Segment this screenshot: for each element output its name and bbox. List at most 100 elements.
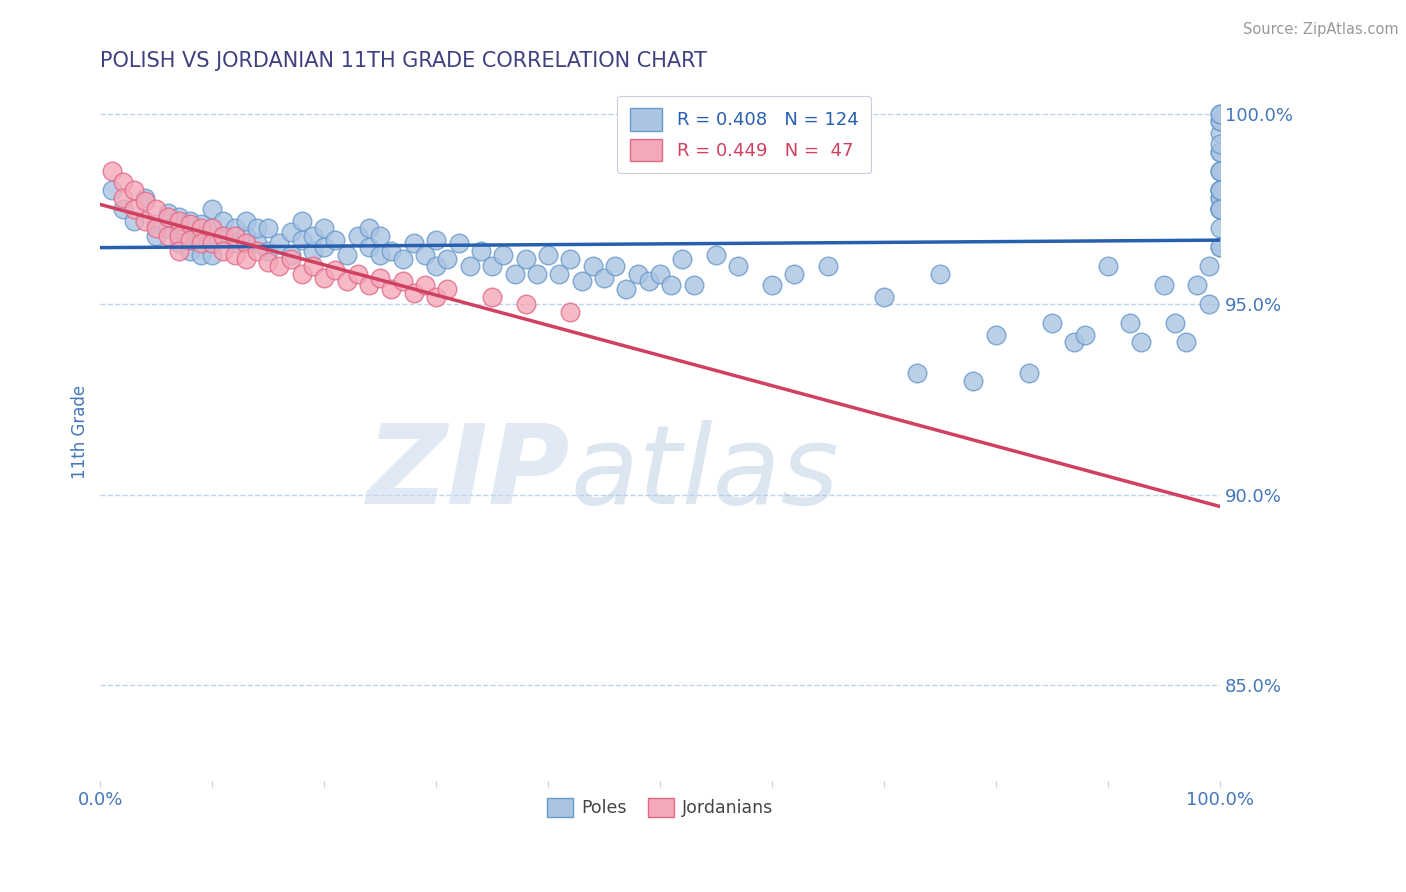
Point (425, 233, 447, 247)
Point (257, 255, 280, 269)
Point (201, 202, 224, 216)
Point (224, 248, 246, 262)
Legend: Poles, Jordanians: Poles, Jordanians (540, 791, 780, 824)
Point (1063, 335, 1085, 350)
Point (515, 252, 537, 266)
Point (179, 244, 201, 258)
Point (817, 259, 839, 273)
Point (1209, 164, 1232, 178)
Point (156, 221, 179, 235)
Point (425, 290, 447, 304)
Point (201, 221, 224, 235)
Point (368, 228, 391, 243)
Point (907, 366, 929, 380)
Point (190, 228, 212, 243)
Point (212, 228, 235, 243)
Point (1209, 202, 1232, 216)
Point (704, 248, 727, 262)
Point (156, 206, 179, 220)
Point (100, 183, 122, 197)
Point (391, 275, 413, 289)
Point (111, 202, 134, 216)
Point (659, 278, 682, 293)
Point (783, 267, 806, 281)
Point (167, 244, 190, 258)
Point (145, 217, 167, 231)
Point (425, 259, 447, 273)
Point (1130, 335, 1153, 350)
Point (1209, 240, 1232, 254)
Point (727, 259, 749, 273)
Point (380, 244, 402, 258)
Point (167, 228, 190, 243)
Point (413, 248, 436, 262)
Point (560, 305, 582, 319)
Point (346, 267, 368, 281)
Point (1209, 202, 1232, 216)
Point (648, 267, 671, 281)
Point (314, 270, 336, 285)
Point (257, 244, 280, 258)
Point (122, 183, 145, 197)
Point (470, 244, 492, 258)
Point (190, 236, 212, 251)
Point (1209, 191, 1232, 205)
Point (190, 248, 212, 262)
Point (357, 221, 380, 235)
Point (212, 228, 235, 243)
Point (368, 270, 391, 285)
Point (145, 221, 167, 235)
Point (503, 267, 526, 281)
Point (246, 244, 269, 258)
Point (111, 176, 134, 190)
Point (928, 267, 950, 281)
Point (1209, 183, 1232, 197)
Point (515, 297, 537, 311)
Point (1209, 191, 1232, 205)
Point (269, 259, 291, 273)
Point (134, 213, 156, 227)
Point (224, 236, 246, 251)
Point (1175, 335, 1198, 350)
Point (571, 275, 593, 289)
Point (167, 225, 190, 239)
Point (481, 290, 503, 304)
Point (1209, 202, 1232, 216)
Point (481, 259, 503, 273)
Y-axis label: 11th Grade: 11th Grade (72, 385, 89, 479)
Point (447, 236, 470, 251)
Point (291, 267, 314, 281)
Point (357, 278, 380, 293)
Point (1153, 278, 1175, 293)
Point (368, 248, 391, 262)
Point (156, 210, 179, 224)
Point (458, 259, 481, 273)
Text: atlas: atlas (571, 420, 839, 527)
Point (302, 244, 325, 258)
Point (526, 267, 548, 281)
Point (280, 225, 302, 239)
Point (280, 248, 302, 262)
Point (1209, 202, 1232, 216)
Point (246, 221, 269, 235)
Point (682, 278, 704, 293)
Point (336, 248, 359, 262)
Point (235, 213, 257, 227)
Point (291, 233, 314, 247)
Point (962, 374, 984, 388)
Point (291, 213, 314, 227)
Text: ZIP: ZIP (367, 420, 571, 527)
Point (1040, 317, 1063, 331)
Point (190, 217, 212, 231)
Point (201, 236, 224, 251)
Text: Source: ZipAtlas.com: Source: ZipAtlas.com (1243, 22, 1399, 37)
Point (627, 267, 650, 281)
Point (212, 244, 235, 258)
Point (1209, 137, 1232, 152)
Point (145, 228, 167, 243)
Point (873, 290, 896, 304)
Point (1187, 278, 1209, 293)
Point (1209, 145, 1232, 159)
Point (145, 202, 167, 216)
Point (436, 252, 458, 266)
